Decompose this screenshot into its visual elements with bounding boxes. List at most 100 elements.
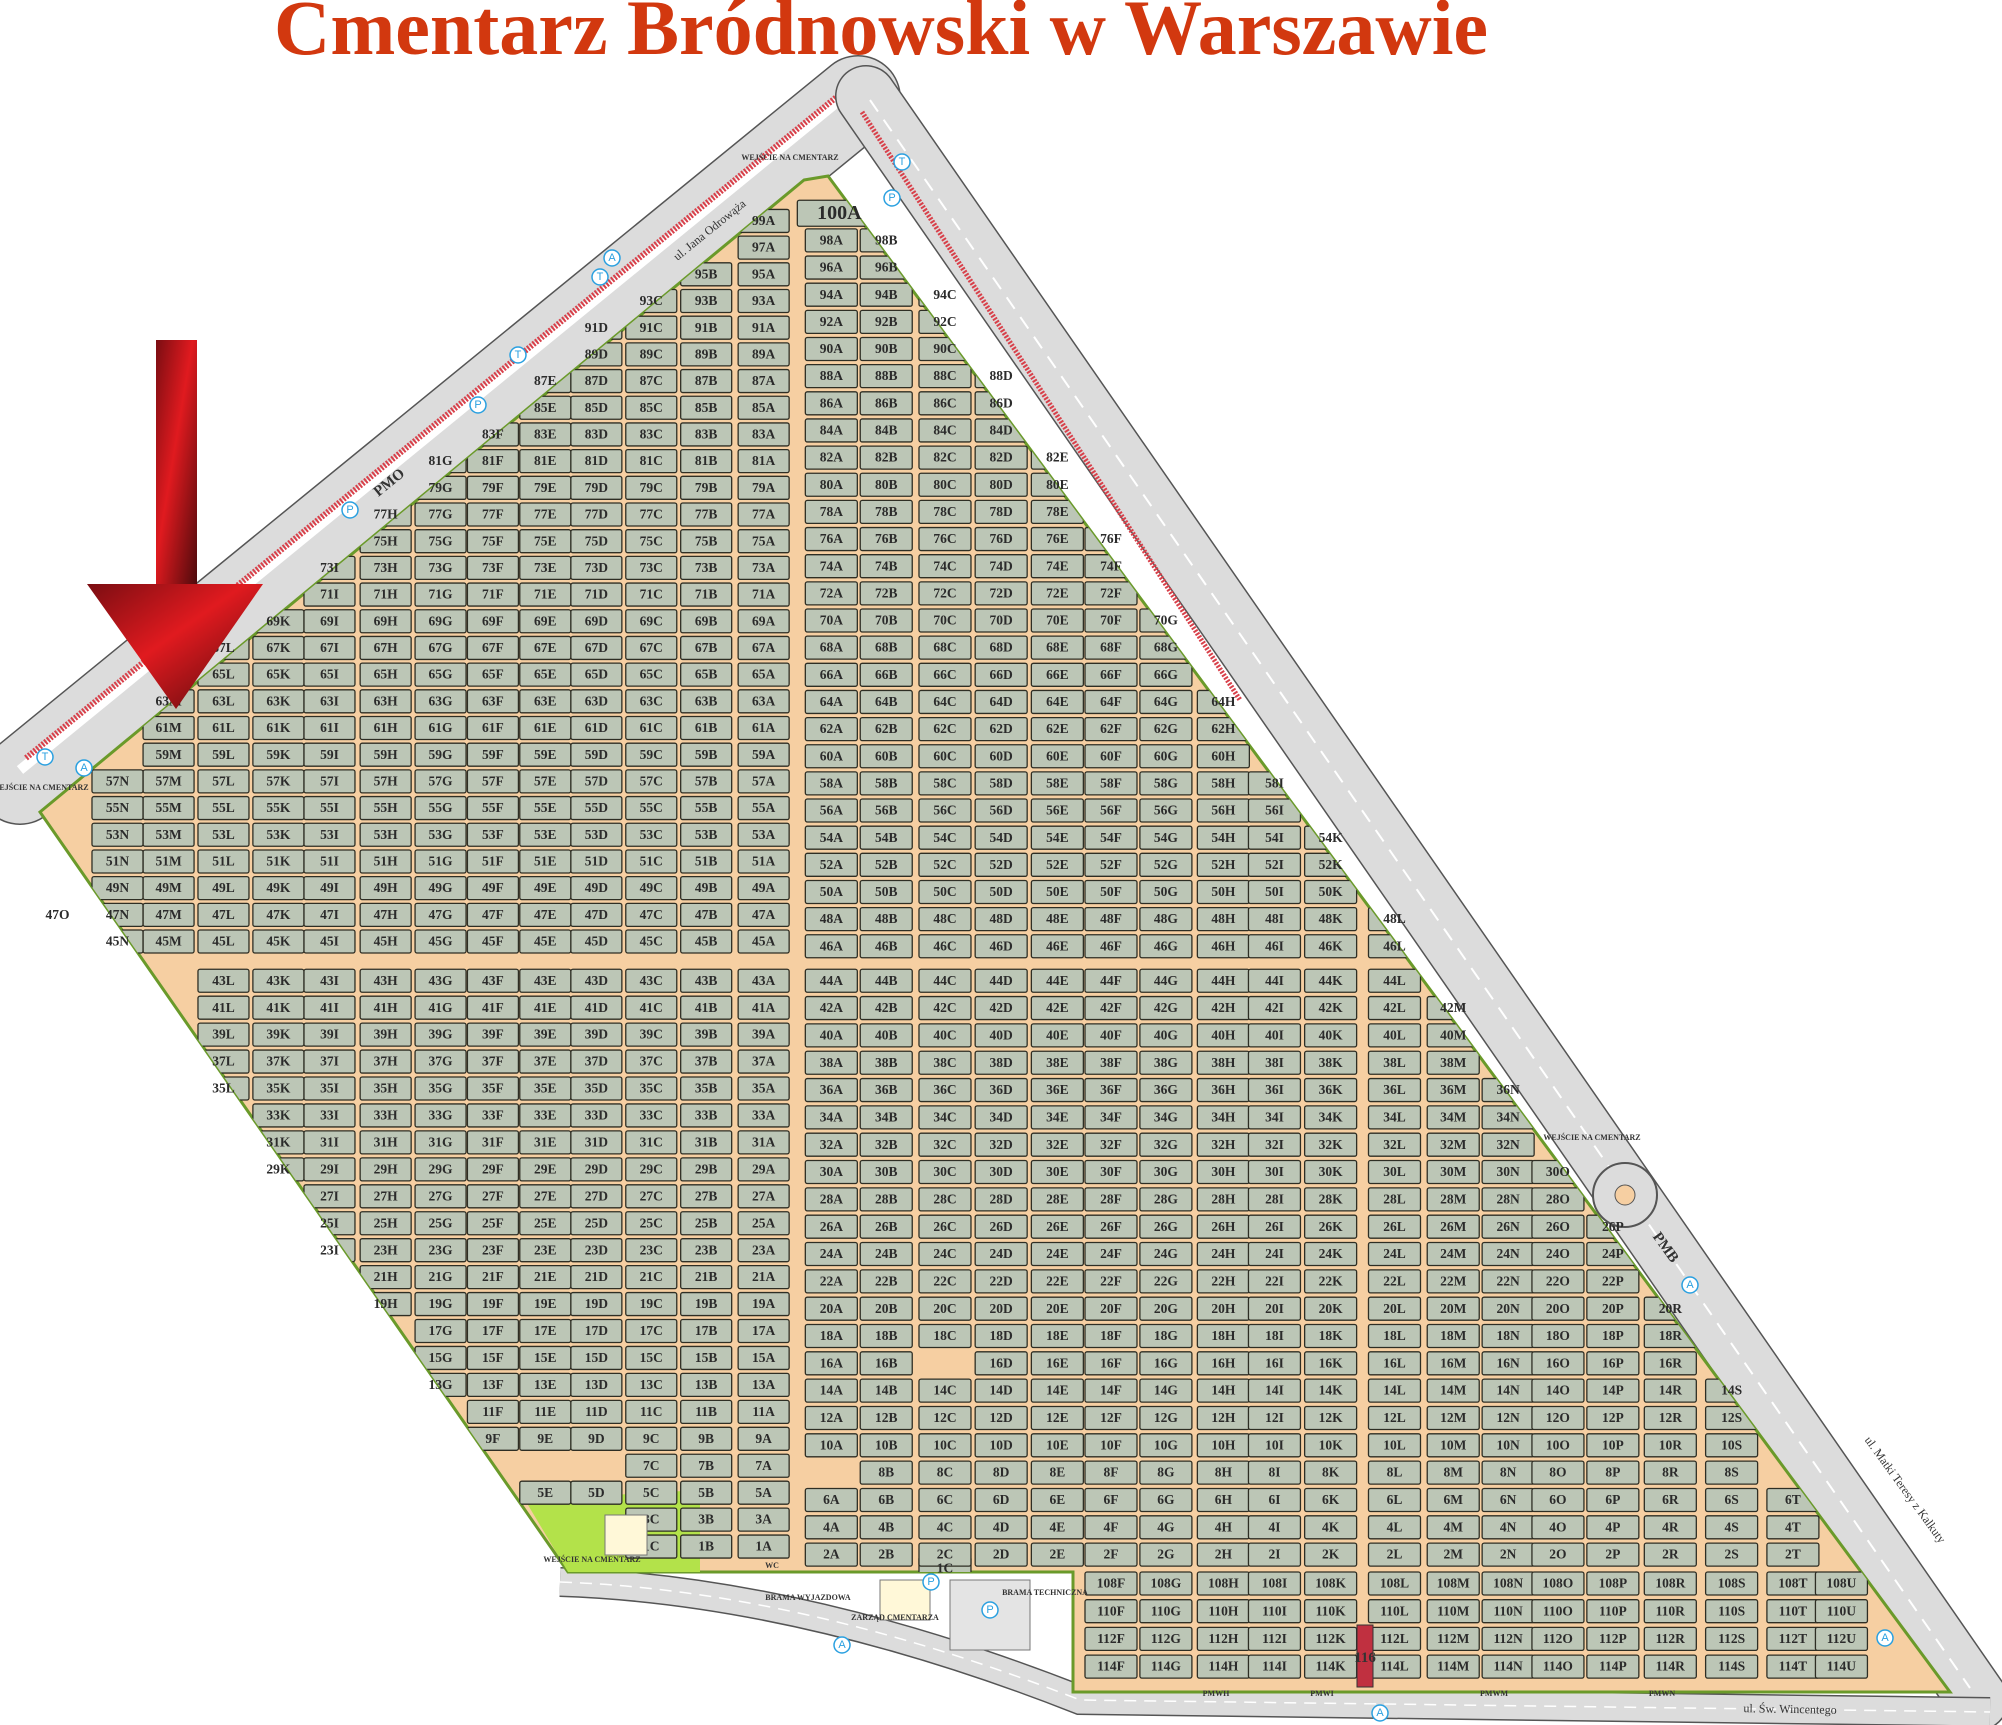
section-label: 29A (752, 1161, 776, 1176)
section-plot (737, 929, 790, 954)
section-label: 65E (534, 667, 557, 682)
section-label: 37H (374, 1054, 399, 1069)
section-label: 108N (1493, 1576, 1523, 1591)
section-label: 21A (752, 1269, 776, 1284)
section-plot (519, 1238, 572, 1263)
section-label: 20R (1659, 1301, 1683, 1316)
section-label: 26C (933, 1219, 956, 1234)
section-label: 114T (1779, 1659, 1808, 1674)
section-plot (519, 849, 572, 874)
section-label: 38F (1100, 1055, 1122, 1070)
section-label: 48A (820, 911, 844, 926)
section-plot (680, 582, 733, 607)
section-plot (804, 581, 858, 606)
section-label: 60B (875, 748, 898, 763)
section-label: 39H (374, 1027, 399, 1042)
section-plot (1139, 689, 1193, 715)
section-label: 10B (875, 1437, 898, 1452)
section-label: 55B (695, 800, 718, 815)
section-label: 47E (534, 907, 557, 922)
section-label: 41A (752, 1000, 776, 1015)
section-label: 112I (1262, 1631, 1287, 1646)
section-label: 100A (817, 202, 862, 224)
section-label: 2A (823, 1547, 840, 1562)
section-label: 44G (1154, 973, 1179, 988)
section-plot (625, 662, 678, 687)
section-plot (737, 1291, 790, 1317)
entrance-label-north: WEJŚCIE NA CMENTARZ (741, 152, 838, 162)
section-label: 75H (374, 533, 399, 548)
section-plot (252, 929, 305, 954)
section-label: 77C (640, 507, 663, 522)
section-label: 29I (320, 1161, 339, 1176)
section-label: 112S (1718, 1631, 1745, 1646)
section-label: 32N (1497, 1137, 1521, 1152)
section-label: 13D (585, 1377, 609, 1392)
section-label: 59H (374, 747, 399, 762)
section-label: 55E (534, 800, 557, 815)
section-label: 44H (1211, 973, 1236, 988)
section-label: 45H (374, 934, 399, 949)
section-label: 12N (1497, 1410, 1521, 1425)
section-label: 20D (990, 1301, 1014, 1316)
section-label: 18C (933, 1328, 956, 1343)
section-label: 6H (1215, 1492, 1233, 1507)
section-label: 32D (990, 1137, 1014, 1152)
section-label: 51C (640, 854, 663, 869)
section-plot (680, 689, 733, 714)
section-label: 22C (933, 1273, 956, 1288)
section-plot (625, 502, 678, 527)
section-label: 30G (1154, 1164, 1179, 1179)
section-label: 69G (429, 613, 454, 628)
section-plot (680, 1130, 733, 1155)
section-label: 66F (1100, 667, 1122, 682)
section-label: 64B (875, 694, 898, 709)
road-north-east (835, 65, 2002, 1725)
section-label: 16K (1319, 1355, 1344, 1370)
section-plot (804, 336, 858, 362)
section-label: 20K (1319, 1301, 1344, 1316)
section-label: 19C (640, 1296, 663, 1311)
section-label: 108K (1315, 1576, 1346, 1591)
section-plot (680, 1507, 733, 1532)
section-label: 42F (1100, 1000, 1122, 1015)
section-label: 10N (1497, 1437, 1521, 1452)
section-label: 67G (429, 640, 454, 655)
section-label: 34L (1383, 1109, 1406, 1124)
section-label: 110G (1151, 1603, 1182, 1618)
section-label: 63F (482, 693, 504, 708)
section-plot (414, 1130, 467, 1155)
section-label: 40G (1154, 1027, 1179, 1042)
section-label: 68G (1154, 640, 1179, 655)
section-label: 33H (374, 1108, 399, 1123)
section-label: 44C (933, 973, 956, 988)
section-label: 110O (1543, 1603, 1573, 1618)
section-label: 61H (374, 720, 399, 735)
section-plot (252, 662, 305, 687)
section-label: 76E (1046, 531, 1069, 546)
section-label: 72C (933, 585, 956, 600)
section-label: 8M (1443, 1465, 1463, 1480)
section-label: 41E (534, 1000, 557, 1015)
section-label: 56I (1265, 803, 1284, 818)
section-plot (625, 1372, 678, 1398)
section-label: 29K (266, 1161, 291, 1176)
section-label: 41B (695, 1000, 718, 1015)
section-label: 110K (1316, 1603, 1347, 1618)
section-plot (974, 716, 1028, 742)
section-label: 15C (640, 1350, 663, 1365)
section-label: 10M (1440, 1437, 1467, 1452)
section-label: 114G (1151, 1659, 1182, 1674)
section-label: 53A (752, 827, 776, 842)
section-label: 61L (212, 720, 235, 735)
section-label: 44B (875, 973, 898, 988)
section-plot (859, 581, 913, 606)
section-label: 29C (640, 1161, 663, 1176)
section-plot (466, 715, 520, 741)
section-label: 73C (640, 560, 663, 575)
section-label: 18G (1154, 1328, 1179, 1343)
section-plot (466, 689, 520, 714)
section-label: 41G (429, 1000, 454, 1015)
section-plot (625, 1345, 678, 1371)
section-label: 29G (429, 1161, 454, 1176)
